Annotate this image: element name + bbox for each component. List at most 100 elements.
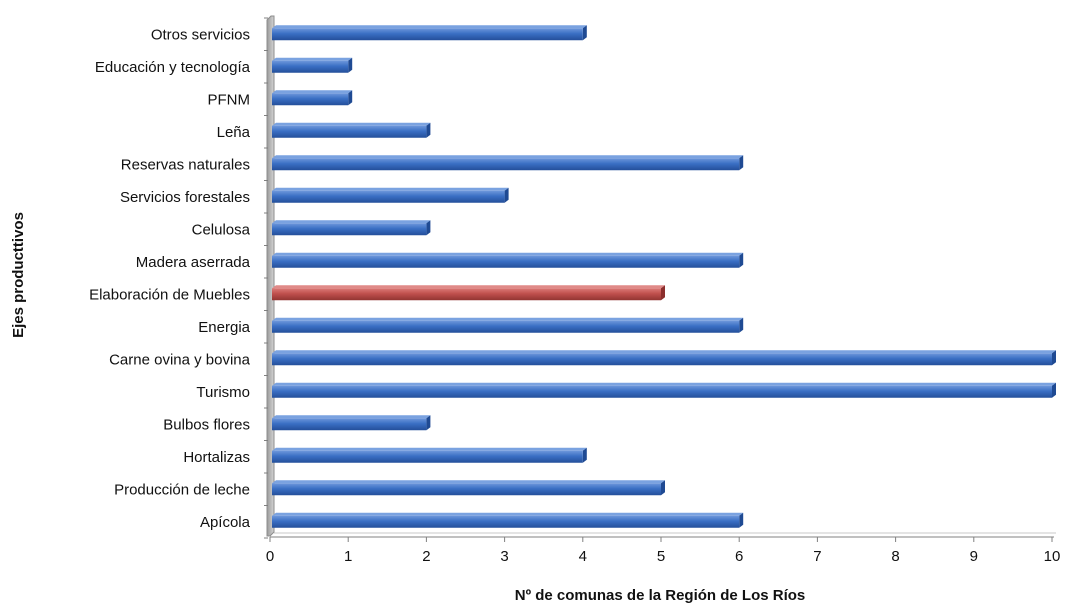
x-tick-label: 10 (1044, 548, 1061, 565)
bar (272, 447, 587, 463)
bar-front-face (272, 418, 427, 431)
bar-top-face (272, 90, 353, 94)
bar-side-face (426, 415, 431, 431)
bar-top-face (272, 57, 353, 61)
bar (272, 317, 744, 333)
x-tick-label: 9 (970, 548, 978, 565)
bar (272, 415, 431, 431)
bar-top-face (272, 382, 1056, 386)
bar-front-face (272, 223, 427, 236)
bar (272, 187, 509, 203)
bar-top-face (272, 512, 744, 516)
bar-side-face (1052, 382, 1056, 398)
bar-front-face (272, 385, 1052, 398)
bar-front-face (272, 288, 661, 301)
category-label: Elaboración de Muebles (89, 286, 250, 303)
bar-side-face (739, 155, 744, 171)
bar-side-face (348, 57, 353, 73)
bar (272, 122, 431, 138)
bar (272, 25, 587, 41)
category-label: Servicios forestales (120, 189, 250, 206)
bar-top-face (272, 415, 431, 419)
bar-front-face (272, 255, 740, 268)
x-tick-label: 0 (266, 548, 274, 565)
category-label: Leña (217, 124, 251, 141)
bar-side-face (348, 90, 353, 106)
x-tick-label: 6 (735, 548, 743, 565)
bar (272, 155, 744, 171)
bar-front-face (272, 93, 349, 106)
category-label: Madera aserrada (136, 254, 251, 271)
bar-front-face (272, 483, 661, 496)
bar (272, 285, 665, 301)
category-label: Celulosa (192, 221, 251, 238)
bar (272, 512, 744, 528)
category-label: Reservas naturales (121, 156, 250, 173)
category-label: Otros servicios (151, 26, 250, 43)
bar (272, 382, 1056, 398)
x-tick-label: 3 (500, 548, 508, 565)
category-label: Energia (198, 319, 250, 336)
bar (272, 220, 431, 236)
bar-top-face (272, 480, 665, 484)
bar-top-face (272, 220, 431, 224)
bar-top-face (272, 155, 744, 159)
bar (272, 350, 1056, 366)
bar-side-face (739, 317, 744, 333)
axis-wall-shape (266, 15, 275, 537)
bar-front-face (272, 353, 1052, 366)
bar-top-face (272, 317, 744, 321)
bar (272, 57, 353, 73)
bar-side-face (661, 285, 665, 301)
bar-front-face (272, 320, 740, 333)
y-axis-title: Ejes producttivos (10, 212, 27, 338)
x-tick-label: 2 (422, 548, 430, 565)
bar (272, 90, 353, 106)
bar-side-face (1052, 350, 1056, 366)
x-tick-label: 5 (657, 548, 665, 565)
bar-side-face (661, 480, 665, 496)
bar-front-face (272, 515, 740, 528)
x-tick-label: 8 (891, 548, 899, 565)
x-axis-title: Nº de comunas de la Región de Los Ríos (515, 587, 806, 604)
bar (272, 480, 665, 496)
category-label: Educación y tecnología (95, 59, 251, 76)
y-axis-wall (264, 15, 275, 539)
bar-top-face (272, 25, 587, 29)
bar-front-face (272, 450, 583, 463)
bar-top-face (272, 350, 1056, 354)
bar-side-face (582, 447, 587, 463)
category-label: PFNM (208, 91, 251, 108)
bar-top-face (272, 122, 431, 126)
bar-side-face (582, 25, 587, 41)
x-tick-label: 1 (344, 548, 352, 565)
category-label: Hortalizas (183, 449, 250, 466)
bar-front-face (272, 158, 740, 171)
category-label: Producción de leche (114, 481, 250, 498)
bar-front-face (272, 190, 505, 203)
x-tick-label: 7 (813, 548, 821, 565)
category-label: Apícola (200, 514, 251, 531)
bar-side-face (426, 220, 431, 236)
bar-front-face (272, 28, 583, 41)
bar-top-face (272, 252, 744, 256)
category-labels: Otros servicios Educación y tecnología PFN… (89, 26, 251, 531)
bar-side-face (426, 122, 431, 138)
category-label: Carne ovina y bovina (109, 351, 251, 368)
bar-front-face (272, 125, 427, 138)
bar-top-face (272, 187, 509, 191)
bar-top-face (272, 447, 587, 451)
x-tick-label: 4 (579, 548, 587, 565)
bar-side-face (739, 512, 744, 528)
bar-top-face (272, 285, 665, 289)
x-axis (269, 532, 1056, 542)
bar-front-face (272, 60, 349, 73)
bar-side-face (739, 252, 744, 268)
x-tick-labels: 0 1 2 3 4 5 6 7 8 9 10 (266, 548, 1061, 565)
category-label: Bulbos flores (163, 416, 250, 433)
bars (272, 25, 1056, 528)
bar (272, 252, 744, 268)
bar-side-face (504, 187, 509, 203)
category-label: Turismo (196, 384, 250, 401)
